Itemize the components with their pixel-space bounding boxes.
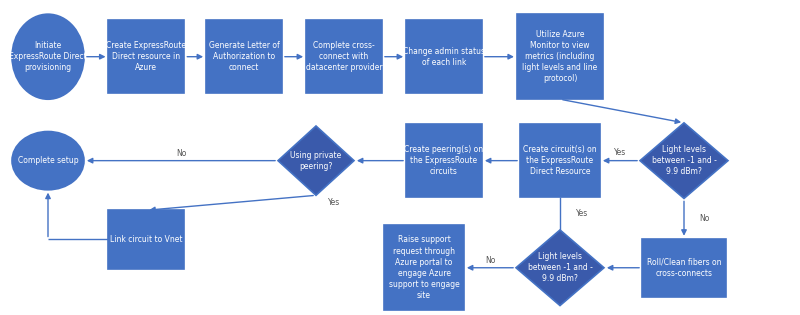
Ellipse shape bbox=[12, 14, 84, 99]
Text: Light levels
between -1 and -
9.9 dBm?: Light levels between -1 and - 9.9 dBm? bbox=[527, 252, 593, 284]
FancyBboxPatch shape bbox=[206, 20, 282, 93]
Text: Create circuit(s) on
the ExpressRoute
Direct Resource: Create circuit(s) on the ExpressRoute Di… bbox=[523, 145, 597, 176]
Text: Roll/Clean fibers on
cross-connects: Roll/Clean fibers on cross-connects bbox=[646, 258, 722, 278]
Text: Light levels
between -1 and -
9.9 dBm?: Light levels between -1 and - 9.9 dBm? bbox=[651, 145, 717, 176]
FancyBboxPatch shape bbox=[406, 124, 482, 197]
Polygon shape bbox=[640, 123, 728, 198]
Text: Yes: Yes bbox=[614, 148, 626, 157]
FancyBboxPatch shape bbox=[406, 20, 482, 93]
Polygon shape bbox=[516, 230, 604, 306]
Text: Initiate
ExpressRoute Direct
provisioning: Initiate ExpressRoute Direct provisionin… bbox=[9, 41, 87, 72]
Text: No: No bbox=[699, 214, 709, 223]
FancyBboxPatch shape bbox=[109, 210, 184, 268]
FancyBboxPatch shape bbox=[642, 239, 726, 297]
FancyBboxPatch shape bbox=[384, 225, 464, 310]
Text: Create ExpressRoute
Direct resource in
Azure: Create ExpressRoute Direct resource in A… bbox=[106, 41, 186, 72]
FancyBboxPatch shape bbox=[520, 124, 600, 197]
Text: Yes: Yes bbox=[576, 209, 589, 218]
Text: Create peering(s) on
the ExpressRoute
circuits: Create peering(s) on the ExpressRoute ci… bbox=[405, 145, 483, 176]
Text: Using private
peering?: Using private peering? bbox=[290, 151, 342, 171]
Text: Complete setup: Complete setup bbox=[18, 156, 78, 165]
FancyBboxPatch shape bbox=[517, 14, 603, 99]
Text: No: No bbox=[176, 149, 186, 158]
FancyBboxPatch shape bbox=[109, 20, 184, 93]
Text: Change admin status
of each link: Change admin status of each link bbox=[403, 47, 485, 67]
Ellipse shape bbox=[12, 132, 84, 190]
Text: Utilize Azure
Monitor to view
metrics (including
light levels and line
protocol): Utilize Azure Monitor to view metrics (i… bbox=[522, 30, 598, 83]
Text: Generate Letter of
Authorization to
connect: Generate Letter of Authorization to conn… bbox=[209, 41, 279, 72]
Text: Complete cross-
connect with
datacenter provider: Complete cross- connect with datacenter … bbox=[306, 41, 382, 72]
Text: Yes: Yes bbox=[327, 198, 340, 207]
FancyBboxPatch shape bbox=[306, 20, 382, 93]
Text: Link circuit to Vnet: Link circuit to Vnet bbox=[110, 235, 182, 244]
Polygon shape bbox=[278, 126, 354, 195]
Text: Raise support
request through
Azure portal to
engage Azure
support to engage
sit: Raise support request through Azure port… bbox=[389, 236, 459, 300]
Text: No: No bbox=[485, 256, 495, 265]
